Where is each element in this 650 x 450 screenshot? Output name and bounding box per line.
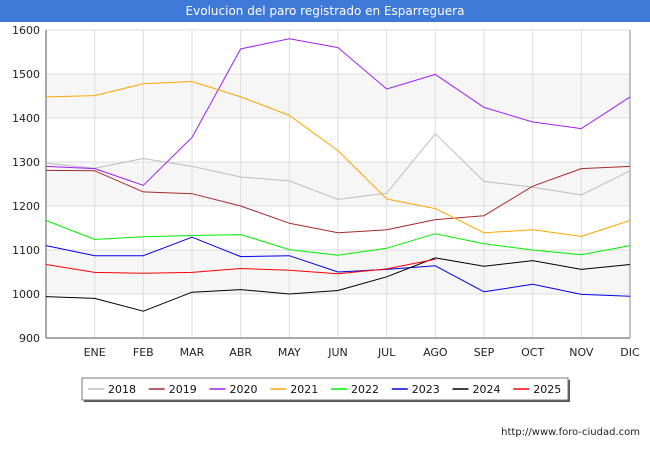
series-line-2021 xyxy=(45,81,631,237)
legend-label-2024: 2024 xyxy=(473,383,501,396)
y-tick-label: 1400 xyxy=(12,112,40,125)
y-tick-label: 900 xyxy=(19,332,40,345)
x-tick-label: ENE xyxy=(84,346,106,359)
x-tick-label: OCT xyxy=(521,346,544,359)
x-axis-ticks: ENE FEB MAR ABR MAY JUN JUL AGO SEP OCT NOV DIC xyxy=(84,346,640,359)
y-tick-label: 1300 xyxy=(12,156,40,169)
y-tick-label: 1000 xyxy=(12,288,40,301)
legend-label-2019: 2019 xyxy=(169,383,197,396)
legend-label-2025: 2025 xyxy=(533,383,561,396)
y-tick-label: 1200 xyxy=(12,200,40,213)
x-tick-label: NOV xyxy=(569,346,594,359)
x-tick-label: FEB xyxy=(133,346,154,359)
legend-label-2018: 2018 xyxy=(108,383,136,396)
chart-title: Evolucion del paro registrado en Esparre… xyxy=(185,4,465,18)
y-axis-ticks: 900 1000 1100 1200 1300 1400 1500 1600 xyxy=(12,24,40,345)
legend-label-2022: 2022 xyxy=(351,383,379,396)
series-line-2018 xyxy=(45,133,631,200)
y-tick-label: 1500 xyxy=(12,68,40,81)
x-tick-label: SEP xyxy=(474,346,495,359)
x-tick-label: AGO xyxy=(423,346,448,359)
x-tick-label: MAR xyxy=(180,346,205,359)
series-lines xyxy=(45,38,631,312)
series-line-2019 xyxy=(45,165,631,234)
series-line-2023 xyxy=(45,236,631,297)
series-line-2024 xyxy=(45,257,631,312)
y-tick-label: 1600 xyxy=(12,24,40,37)
x-tick-label: JUN xyxy=(327,346,348,359)
legend-label-2021: 2021 xyxy=(290,383,318,396)
y-tick-label: 1100 xyxy=(12,244,40,257)
axes xyxy=(45,30,631,339)
legend-label-2023: 2023 xyxy=(412,383,440,396)
x-tick-label: DIC xyxy=(620,346,640,359)
title-bar xyxy=(0,0,650,22)
footer-source: http://www.foro-ciudad.com xyxy=(501,427,640,438)
legend-box xyxy=(81,377,569,401)
legend: 2018 2019 2020 2021 2022 2023 2024 2025 xyxy=(81,377,570,402)
series-line-2025 xyxy=(45,258,436,275)
x-tick-label: MAY xyxy=(278,346,301,359)
x-tick-label: ABR xyxy=(229,346,252,359)
series-line-2020 xyxy=(45,38,631,186)
legend-label-2020: 2020 xyxy=(230,383,258,396)
series-line-2022 xyxy=(45,220,631,256)
x-tick-label: JUL xyxy=(377,346,396,359)
